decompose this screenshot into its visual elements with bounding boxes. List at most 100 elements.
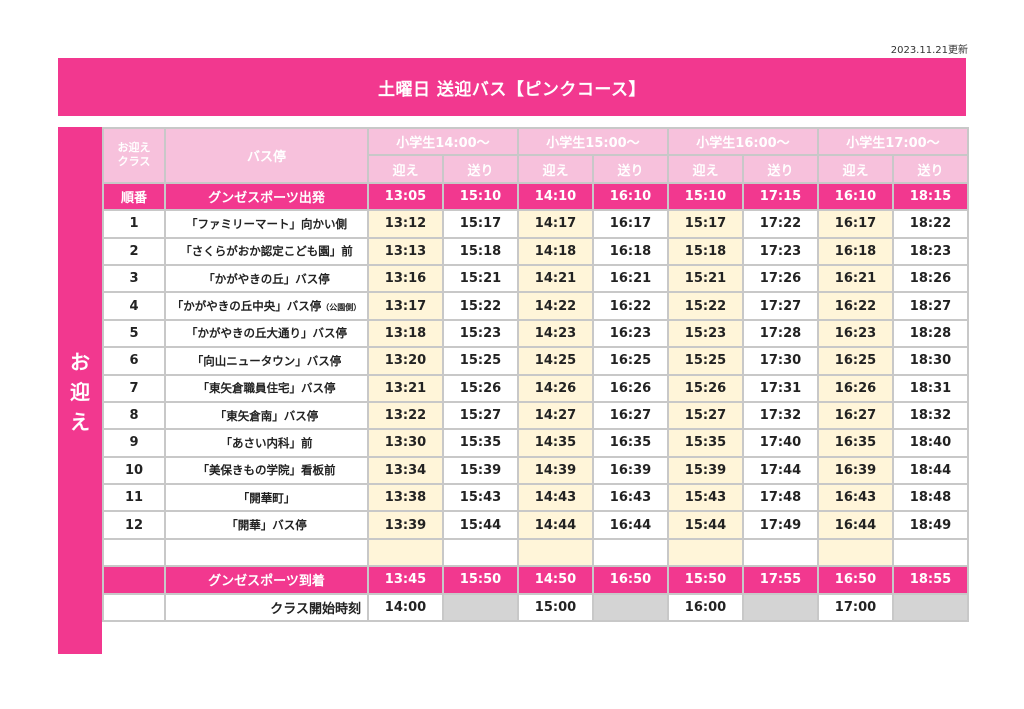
stop-name: 「東矢倉南」バス停 (214, 408, 319, 423)
stop-time: 17:40 (742, 428, 819, 458)
stop-time: 16:18 (817, 236, 894, 266)
stop-time: 17:22 (742, 209, 819, 239)
side-label-char: お (70, 350, 90, 374)
stop-time: 13:39 (367, 510, 444, 540)
stop-number: 2 (102, 236, 166, 266)
table-row: 12 「開華」バス停 13:39 15:44 14:44 16:44 15:44 17:49 1… (102, 510, 969, 540)
header-dropoff: 送り (742, 154, 819, 184)
table-row: 8 「東矢倉南」バス停 13:22 15:27 14:27 16:27 15:27 17:32… (102, 400, 969, 431)
stop-time: 17:49 (742, 510, 819, 540)
stop-time: 16:17 (817, 209, 894, 239)
stop-time: 15:22 (442, 291, 519, 321)
stop-time: 16:27 (817, 400, 894, 431)
departure-time: 13:05 (367, 181, 444, 212)
empty-cell (367, 537, 444, 568)
stop-time: 18:31 (892, 373, 969, 403)
arrival-time: 18:55 (892, 565, 969, 595)
arrival-row: グンゼスポーツ到着 13:45 15:50 14:50 16:50 15:50 17:55 1… (102, 565, 969, 595)
stop-time: 18:30 (892, 346, 969, 376)
stop-time: 17:44 (742, 455, 819, 486)
stop-time: 16:35 (817, 428, 894, 458)
stop-name-cell: 「東矢倉南」バス停 (164, 400, 369, 431)
header-row: お迎え クラス バス停 小学生14:00〜 小学生15:00〜 小学生16:00〜 小学生… (102, 126, 969, 184)
stop-time: 17:23 (742, 236, 819, 266)
stop-time: 14:27 (517, 400, 594, 431)
empty-cell (164, 537, 369, 568)
stop-time: 18:49 (892, 510, 969, 540)
header-subrow: 迎え 送り 迎え 送り 迎え 送り 迎え 送り (103, 154, 969, 184)
stop-time: 15:21 (667, 263, 744, 294)
stop-time: 15:18 (667, 236, 744, 266)
empty-cell (667, 537, 744, 568)
stop-time: 14:22 (517, 291, 594, 321)
departure-stop: グンゼスポーツ出発 (164, 181, 369, 212)
stop-name: 「美保きもの学院」看板前 (197, 463, 336, 478)
table-row: 1 「ファミリーマート」向かい側 13:12 15:17 14:17 16:17 15:17… (102, 209, 969, 239)
class-start-time: 15:00 (517, 592, 594, 623)
stop-name-cell: 「かがやきの丘」バス停 (164, 263, 369, 294)
table-row: 5 「かがやきの丘大通り」バス停 13:18 15:23 14:23 16:23 15:23… (102, 318, 969, 349)
departure-time: 16:10 (817, 181, 894, 212)
empty-cell (102, 537, 166, 568)
stop-number: 12 (102, 510, 166, 540)
stop-time: 14:35 (517, 428, 594, 458)
stop-time: 17:31 (742, 373, 819, 403)
class-start-gray (742, 592, 819, 623)
header-stop-label: バス停 (164, 127, 369, 184)
stop-time: 15:23 (667, 318, 744, 349)
stop-time: 13:34 (367, 455, 444, 486)
stop-time: 15:17 (442, 209, 519, 239)
stop-time: 16:26 (817, 373, 894, 403)
header-class-group: 小学生15:00〜 (517, 126, 669, 157)
stop-time: 16:25 (592, 346, 669, 376)
departure-time: 15:10 (667, 181, 744, 212)
stop-name-cell: 「さくらがおか認定こども園」前 (164, 236, 369, 266)
empty-row (102, 537, 969, 568)
stop-time: 18:32 (892, 400, 969, 431)
stop-time: 15:44 (442, 510, 519, 540)
stop-time: 15:25 (442, 346, 519, 376)
stop-time: 16:22 (592, 291, 669, 321)
stop-time: 14:23 (517, 318, 594, 349)
stop-time: 13:21 (367, 373, 444, 403)
empty-cell (742, 537, 819, 568)
stop-time: 13:12 (367, 209, 444, 239)
stop-time: 16:22 (817, 291, 894, 321)
stop-time: 16:43 (817, 483, 894, 513)
class-start-time: 16:00 (667, 592, 744, 623)
stop-name-cell: 「開華町」 (164, 483, 369, 513)
stop-time: 15:21 (442, 263, 519, 294)
table-row: 2 「さくらがおか認定こども園」前 13:13 15:18 14:18 16:18 15:1… (102, 236, 969, 266)
stop-time: 18:22 (892, 209, 969, 239)
header-pickup: 迎え (367, 154, 444, 184)
stop-time: 14:44 (517, 510, 594, 540)
side-label: お 迎 え (58, 347, 102, 437)
departure-row: 順番 グンゼスポーツ出発 13:05 15:10 14:10 16:10 15:10 17:1… (102, 181, 969, 212)
departure-time: 16:10 (592, 181, 669, 212)
stop-time: 15:22 (667, 291, 744, 321)
arrival-time: 15:50 (667, 565, 744, 595)
departure-time: 15:10 (442, 181, 519, 212)
stop-time: 16:21 (592, 263, 669, 294)
stop-name-cell: 「開華」バス停 (164, 510, 369, 540)
stop-name: 「向山ニュータウン」バス停 (191, 353, 342, 368)
stop-number: 8 (102, 400, 166, 431)
empty-cell (592, 537, 669, 568)
stop-number: 9 (102, 428, 166, 458)
stop-time: 14:18 (517, 236, 594, 266)
stop-time: 16:23 (592, 318, 669, 349)
stop-time: 13:18 (367, 318, 444, 349)
stop-name-cell: 「かがやきの丘大通り」バス停 (164, 318, 369, 349)
header-pickup: 迎え (667, 154, 744, 184)
stop-time: 15:25 (667, 346, 744, 376)
header-dropoff: 送り (592, 154, 669, 184)
stop-time: 15:23 (442, 318, 519, 349)
table-row: 9 「あさい内科」前 13:30 15:35 14:35 16:35 15:35 17:40 1… (102, 428, 969, 458)
stop-time: 13:20 (367, 346, 444, 376)
stop-time: 16:23 (817, 318, 894, 349)
stop-number: 7 (102, 373, 166, 403)
side-label-bar: お 迎 え (58, 127, 102, 654)
stop-time: 15:17 (667, 209, 744, 239)
stop-number: 4 (102, 291, 166, 321)
stop-name: 「開華町」 (237, 490, 296, 505)
